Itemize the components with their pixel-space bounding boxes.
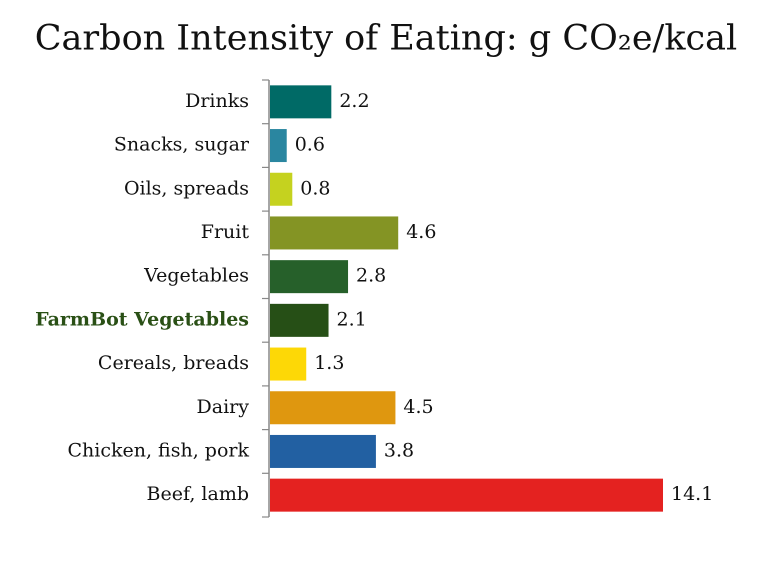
value-label: 2.1 — [337, 308, 367, 330]
chart-title: Carbon Intensity of Eating: g CO₂e/kcal — [35, 19, 737, 59]
value-label: 1.3 — [314, 352, 344, 374]
category-label: Fruit — [201, 221, 250, 243]
category-label: Beef, lamb — [147, 483, 249, 505]
value-label: 4.5 — [403, 396, 433, 418]
bar — [270, 391, 396, 425]
bar — [270, 216, 399, 250]
category-label: Drinks — [185, 90, 249, 112]
bar — [270, 85, 332, 119]
value-label: 0.6 — [295, 134, 325, 156]
bar — [270, 172, 293, 206]
bar — [270, 434, 376, 468]
value-label: 2.2 — [339, 90, 369, 112]
value-label: 3.8 — [384, 439, 414, 461]
category-label: Vegetables — [143, 265, 249, 287]
bar — [270, 129, 287, 163]
bar — [270, 478, 663, 512]
value-label: 14.1 — [671, 483, 713, 505]
category-label: Chicken, fish, pork — [67, 439, 249, 461]
value-label: 2.8 — [356, 265, 386, 287]
bar — [270, 303, 329, 337]
value-label: 0.8 — [300, 177, 330, 199]
category-label: FarmBot Vegetables — [35, 308, 249, 330]
value-label: 4.6 — [406, 221, 436, 243]
category-label: Snacks, sugar — [114, 134, 250, 156]
bar — [270, 347, 307, 381]
category-label: Oils, spreads — [124, 177, 249, 199]
category-label: Cereals, breads — [98, 352, 249, 374]
category-label: Dairy — [197, 396, 250, 418]
bar — [270, 260, 349, 294]
